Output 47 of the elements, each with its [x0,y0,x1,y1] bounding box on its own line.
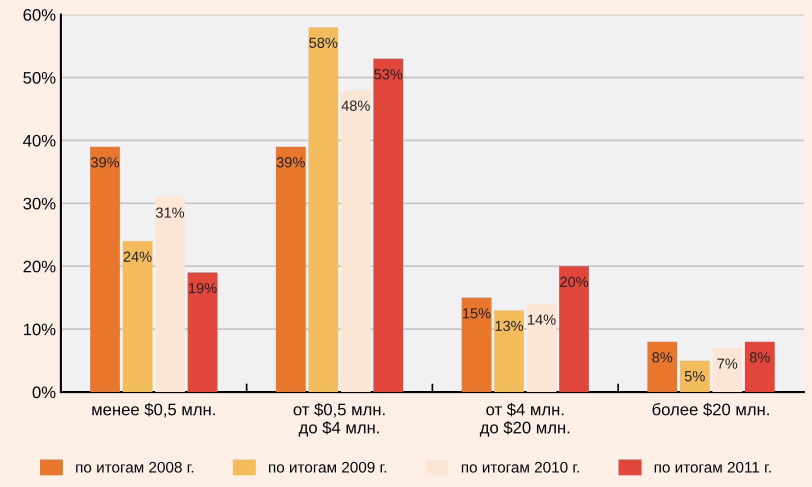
bar [373,58,404,392]
y-tick-label: 40% [23,134,56,147]
x-tick-label: более $20 млн. [652,402,769,416]
bar [188,272,218,392]
data-label: 7% [717,358,738,369]
data-label: 24% [124,252,152,262]
data-label: 8% [750,352,770,362]
y-tick-label: 50% [23,72,56,84]
bar [494,310,524,392]
data-label: 48% [342,100,370,111]
bar [712,348,742,392]
bar [462,298,492,392]
data-label: 19% [189,282,217,294]
y-tick-label: 60% [24,9,56,21]
y-tick-label: 30% [23,198,56,210]
bar [744,342,775,392]
data-label: 15% [463,308,491,318]
data-label: 53% [374,69,402,80]
bar [155,197,185,392]
x-tick-label: менее $0,5 млн. [92,402,215,418]
data-label: 20% [560,276,588,288]
legend-label: по итогам 2011 г. [654,462,771,473]
data-label: 31% [156,207,184,218]
legend-label: по итогам 2010 г. [462,462,579,473]
data-label: 14% [528,314,556,325]
y-tick-label: 20% [24,260,56,272]
bar [276,146,306,392]
bar [559,266,589,392]
bar [122,241,152,392]
x-tick-label: от $4 млн. до $20 млн. [480,402,570,437]
bar [90,146,120,392]
bar [526,304,556,392]
bar [647,342,678,392]
data-label: 8% [652,352,672,362]
x-tick-label: от $0,5 млн. до $4 млн. [294,402,385,437]
bar [680,360,710,392]
legend-label: по итогам 2008 г. [76,462,194,473]
bar [340,90,371,392]
y-tick-label: 10% [24,324,56,336]
y-tick-label: 0% [32,386,56,398]
legend-label: по итогам 2009 г. [269,462,386,473]
data-label: 39% [90,157,120,168]
data-label: 58% [309,38,338,48]
bar [308,27,338,392]
data-label: 5% [684,371,705,382]
data-label: 39% [276,157,305,168]
data-label: 13% [496,320,524,332]
